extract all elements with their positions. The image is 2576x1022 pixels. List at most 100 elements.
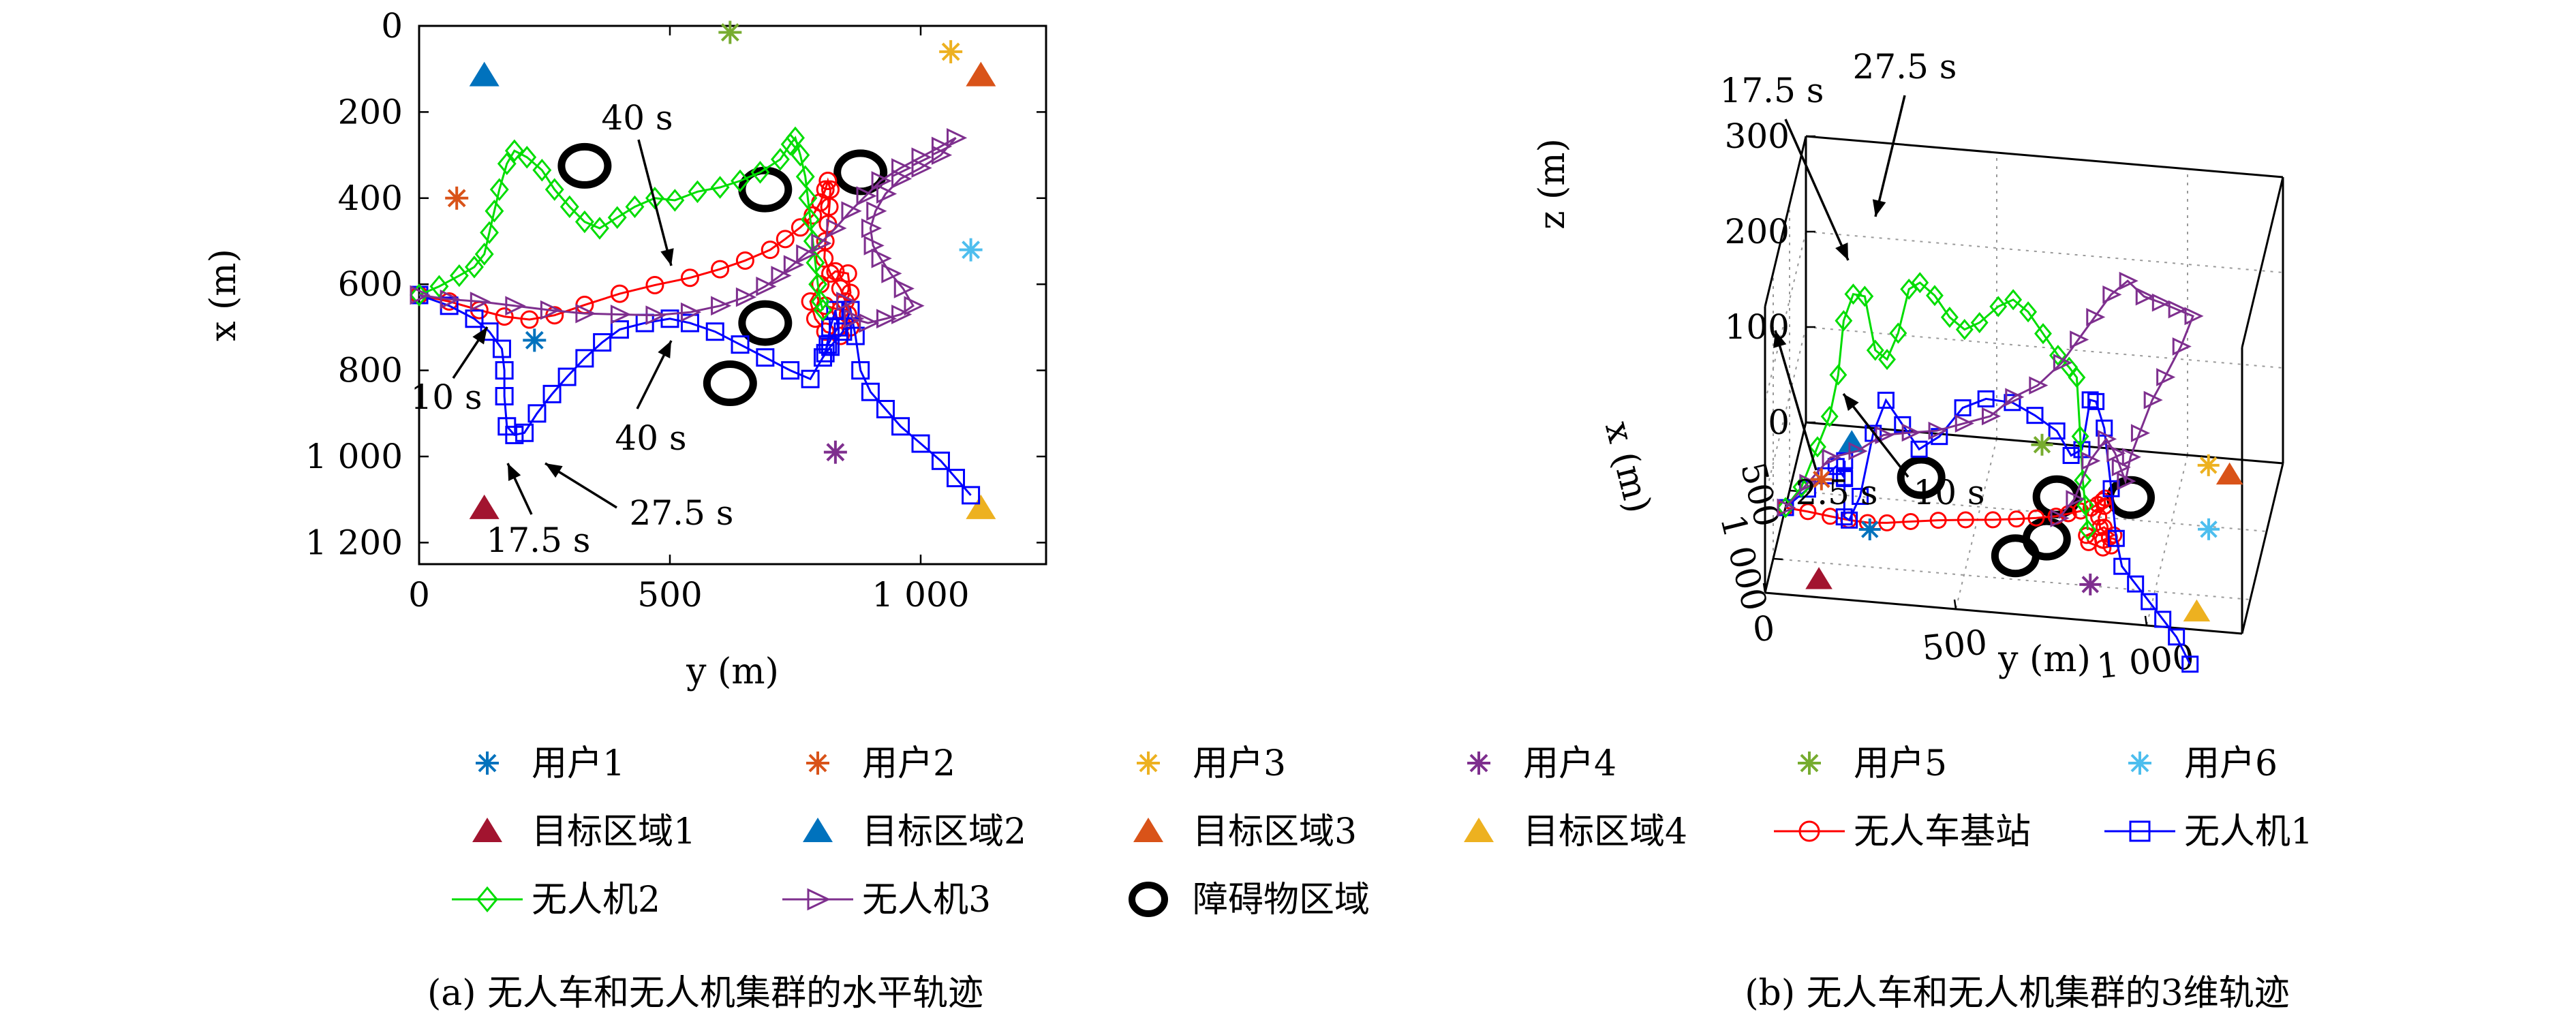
series-point xyxy=(2062,446,2080,464)
series-point xyxy=(505,425,524,444)
series-point xyxy=(781,361,800,380)
series-point xyxy=(485,200,504,223)
series-point xyxy=(680,313,699,332)
series-point xyxy=(911,147,932,168)
series-point xyxy=(818,172,838,191)
y-tick-label: 0 xyxy=(1751,608,1777,650)
series-point xyxy=(705,322,724,341)
series-point xyxy=(410,283,429,307)
series-point xyxy=(2172,337,2192,356)
series-point xyxy=(911,434,930,453)
series-point xyxy=(801,369,820,388)
legend-item: 用户4 xyxy=(1467,743,1616,784)
series-point xyxy=(2008,510,2025,528)
series-point xyxy=(2053,354,2072,372)
series-point xyxy=(947,127,968,148)
series-point xyxy=(1777,498,1796,517)
legend-item: 用户5 xyxy=(1798,743,1947,784)
legend-marker xyxy=(803,818,833,842)
series-point xyxy=(610,305,632,324)
series-point xyxy=(1929,512,1947,529)
annotation-label: 40 s xyxy=(601,98,673,138)
series-point xyxy=(1940,307,1959,328)
legend-item: 无人车基站 xyxy=(1774,811,2031,852)
target-marker xyxy=(2215,462,2243,485)
series-point xyxy=(1911,272,1929,294)
x-axis-label: y (m) xyxy=(686,651,779,692)
series-point xyxy=(2184,307,2204,326)
series-point xyxy=(474,243,494,266)
series-point xyxy=(1878,514,1896,531)
y-tick-mark xyxy=(2144,615,2148,626)
obstacle-ring xyxy=(738,300,793,346)
series-point xyxy=(1970,311,1989,334)
series-point xyxy=(1900,278,1918,300)
legend-item: 用户6 xyxy=(2128,743,2278,784)
series-point xyxy=(680,268,699,288)
series-point xyxy=(756,348,775,367)
series-point xyxy=(540,300,562,320)
series-point xyxy=(593,333,612,352)
series-point xyxy=(866,201,887,221)
series-point xyxy=(610,284,629,303)
series-point xyxy=(962,486,981,505)
series-point xyxy=(527,404,547,423)
series-point xyxy=(761,241,780,260)
legend-marker xyxy=(806,752,829,775)
series-point xyxy=(796,244,817,264)
series-point xyxy=(610,320,629,339)
series-point xyxy=(2143,390,2163,409)
series-point xyxy=(2094,531,2112,549)
legend-label: 目标区域3 xyxy=(1193,811,1357,852)
legend-item: 目标区域1 xyxy=(472,811,696,852)
series-point xyxy=(2076,494,2094,516)
series-point xyxy=(1841,511,1858,529)
series-point xyxy=(2135,287,2155,306)
series-point xyxy=(876,309,898,329)
annotation-label: 17.5 s xyxy=(1720,71,1824,110)
series-point xyxy=(816,322,835,341)
series-point xyxy=(776,230,795,249)
series-point xyxy=(1809,436,1826,458)
legend-marker xyxy=(1798,820,1820,842)
series-point xyxy=(1928,421,1948,440)
annotation-label: 10 s xyxy=(410,377,482,417)
user-marker xyxy=(823,440,847,464)
legend-item: 障碍物区域 xyxy=(1129,880,1370,920)
series-point xyxy=(1820,405,1839,427)
series-point xyxy=(520,310,539,329)
user-marker xyxy=(445,186,469,210)
obstacle-ring xyxy=(557,142,612,189)
series-point xyxy=(1910,440,1928,458)
series-point xyxy=(495,307,514,326)
series-point xyxy=(2074,469,2092,491)
legend-marker xyxy=(807,888,831,911)
series-uav-3 xyxy=(410,127,968,333)
series-point xyxy=(495,361,514,380)
series-point xyxy=(783,255,805,275)
series-uav-2 xyxy=(410,126,833,322)
user-marker xyxy=(1858,518,1881,541)
series-point xyxy=(846,326,865,345)
series-point xyxy=(2151,293,2171,312)
target-marker xyxy=(1838,430,1866,452)
target-marker xyxy=(966,61,996,87)
series-point xyxy=(645,187,664,210)
series-point xyxy=(841,201,862,221)
target-marker xyxy=(2183,599,2211,622)
series-point xyxy=(665,189,685,212)
series-point xyxy=(2098,429,2117,448)
series-point xyxy=(735,287,757,307)
series-point xyxy=(2127,575,2145,593)
series-point xyxy=(871,248,892,268)
series-point xyxy=(826,262,845,281)
user-marker xyxy=(2031,433,2053,456)
series-point xyxy=(2081,391,2099,409)
series-point xyxy=(710,176,730,199)
legend-marker xyxy=(1467,752,1490,775)
series-point xyxy=(2168,300,2188,319)
series-point xyxy=(2049,345,2067,367)
annotation-label: 17.5 s xyxy=(487,521,591,560)
series-point xyxy=(861,382,880,401)
